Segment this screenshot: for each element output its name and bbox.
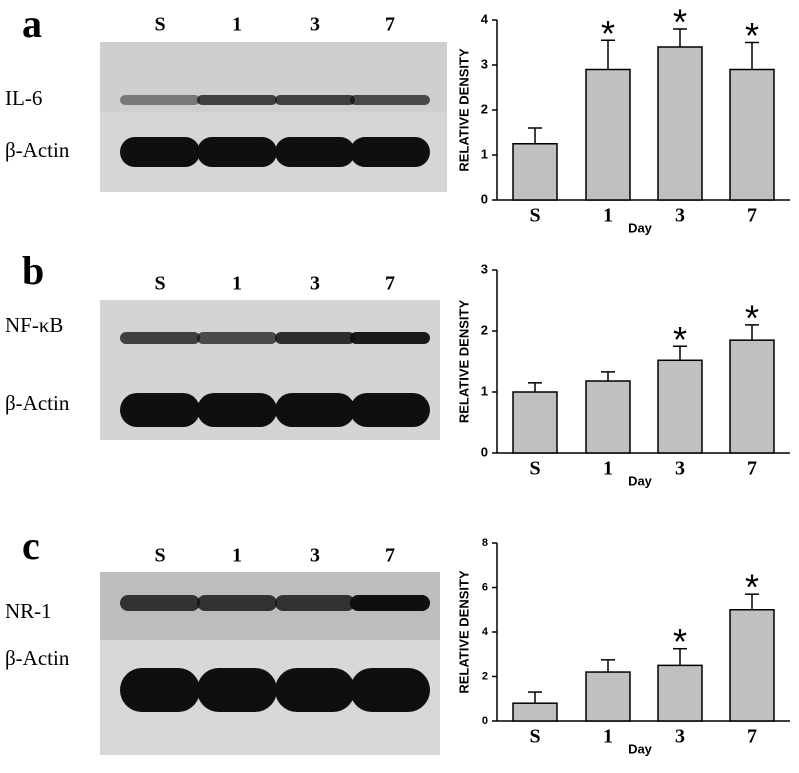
y-tick-label: 2 xyxy=(481,322,488,337)
lane-label: S xyxy=(154,545,165,567)
lane-label: 7 xyxy=(385,545,395,567)
bar xyxy=(512,143,558,201)
x-tick-label: S xyxy=(529,726,540,748)
row-label: β-Actin xyxy=(5,646,70,670)
bar xyxy=(729,609,775,722)
bar xyxy=(585,68,631,201)
blot-band xyxy=(197,595,277,611)
blot-band xyxy=(275,393,355,427)
x-tick-label: 1 xyxy=(603,458,613,480)
x-tick-label: 3 xyxy=(675,458,685,480)
bar xyxy=(512,702,558,722)
row-label: NF-κB xyxy=(5,313,63,337)
row-label: β-Actin xyxy=(5,391,70,415)
x-tick-label: 7 xyxy=(747,458,757,480)
blot-band xyxy=(120,137,200,167)
y-tick-label: 8 xyxy=(482,537,488,549)
lane-label: 7 xyxy=(385,14,395,36)
significance-marker: * xyxy=(673,2,687,43)
bar xyxy=(585,671,631,722)
blot-band xyxy=(350,95,430,105)
y-tick-label: 6 xyxy=(482,581,488,593)
panel-letter: c xyxy=(22,523,40,568)
blot-band xyxy=(120,668,200,712)
lane-label: 7 xyxy=(385,273,395,295)
x-tick-label: 1 xyxy=(603,726,613,748)
blot-band xyxy=(197,332,277,344)
blot-band xyxy=(120,393,200,427)
y-tick-label: 2 xyxy=(481,101,488,116)
significance-marker: * xyxy=(673,621,687,662)
row-label: β-Actin xyxy=(5,138,70,162)
y-tick-label: 4 xyxy=(482,626,489,638)
y-tick-label: 3 xyxy=(481,56,488,71)
bar xyxy=(585,380,631,454)
lane-label: 1 xyxy=(232,14,242,36)
significance-marker: * xyxy=(745,15,759,56)
bar xyxy=(512,391,558,454)
bar xyxy=(729,68,775,201)
y-axis-label: RELATIVE DENSITY xyxy=(456,300,471,424)
x-tick-label: 1 xyxy=(603,205,613,227)
y-axis-label: RELATIVE DENSITY xyxy=(456,570,471,694)
blot-band xyxy=(350,393,430,427)
blot-band xyxy=(197,95,277,105)
blot-band xyxy=(197,137,277,167)
y-axis-label: RELATIVE DENSITY xyxy=(456,48,471,172)
y-tick-label: 3 xyxy=(481,261,488,276)
y-tick-label: 1 xyxy=(481,383,488,398)
y-tick-label: 0 xyxy=(481,444,488,459)
x-tick-label: 7 xyxy=(747,726,757,748)
lane-label: 3 xyxy=(310,14,320,36)
blot-band xyxy=(120,595,200,611)
blot-band xyxy=(120,95,200,105)
panel-letter: b xyxy=(22,248,44,293)
x-tick-label: 7 xyxy=(747,205,757,227)
bar xyxy=(657,359,703,454)
y-tick-label: 4 xyxy=(481,11,489,26)
x-axis-label: Day xyxy=(628,473,653,488)
y-tick-label: 2 xyxy=(482,670,488,682)
bar xyxy=(657,46,703,201)
row-label: IL-6 xyxy=(5,86,42,110)
blot-band xyxy=(350,137,430,167)
x-tick-label: S xyxy=(529,458,540,480)
significance-marker: * xyxy=(601,13,615,54)
blot-band xyxy=(350,595,430,611)
lane-label: 3 xyxy=(310,273,320,295)
lane-label: 3 xyxy=(310,545,320,567)
significance-marker: * xyxy=(745,297,759,338)
lane-label: S xyxy=(154,273,165,295)
y-tick-label: 0 xyxy=(482,715,488,727)
x-tick-label: 3 xyxy=(675,726,685,748)
x-axis-label: Day xyxy=(628,741,653,756)
blot-band xyxy=(275,595,355,611)
panel-letter: a xyxy=(22,1,42,46)
x-tick-label: S xyxy=(529,205,540,227)
significance-marker: * xyxy=(673,319,687,360)
blot-band xyxy=(197,393,277,427)
bar xyxy=(657,664,703,722)
x-tick-label: 3 xyxy=(675,205,685,227)
blot-band xyxy=(120,332,200,344)
blot-band xyxy=(275,95,355,105)
lane-label: 1 xyxy=(232,545,242,567)
blot-band xyxy=(350,668,430,712)
y-tick-label: 1 xyxy=(481,146,488,161)
lane-label: S xyxy=(154,14,165,36)
blot-band xyxy=(275,332,355,344)
significance-marker: * xyxy=(745,567,759,608)
blot-band xyxy=(275,137,355,167)
x-axis-label: Day xyxy=(628,220,653,235)
lane-label: 1 xyxy=(232,273,242,295)
blot-band xyxy=(197,668,277,712)
bar xyxy=(729,339,775,454)
row-label: NR-1 xyxy=(5,599,52,623)
blot-band xyxy=(275,668,355,712)
y-tick-label: 0 xyxy=(481,191,488,206)
blot-band xyxy=(350,332,430,344)
